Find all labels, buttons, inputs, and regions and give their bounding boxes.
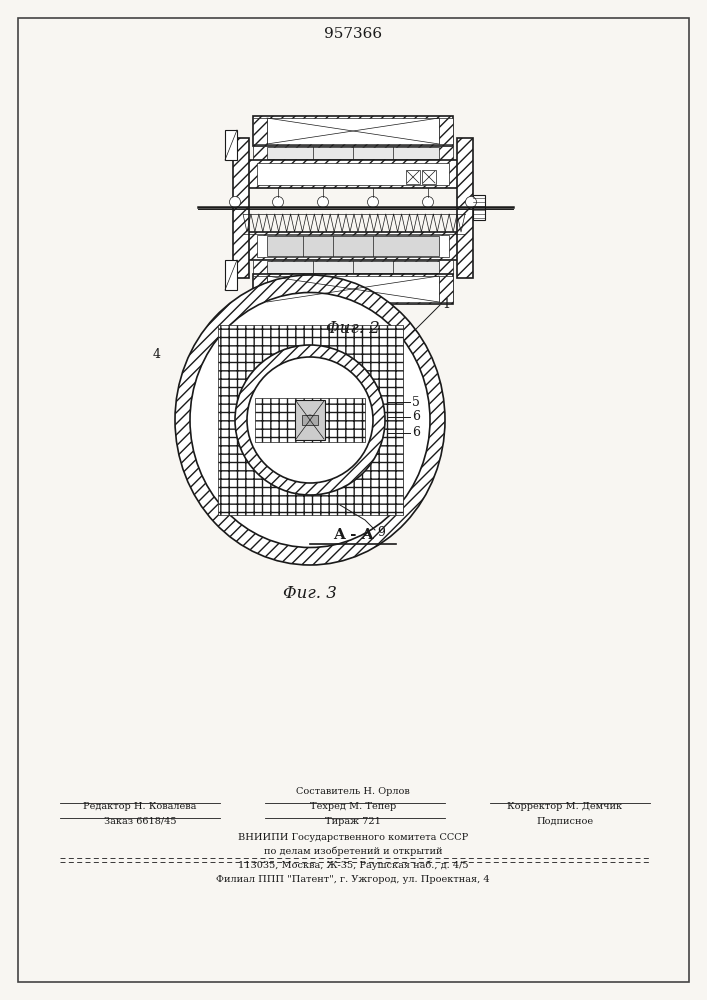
Bar [245, 232, 461, 260]
Circle shape [317, 196, 329, 208]
Text: ВНИИПИ Государственного комитета СССР: ВНИИПИ Государственного комитета СССР [238, 833, 468, 842]
Bar [253, 118, 267, 144]
Circle shape [247, 357, 373, 483]
Bar [267, 261, 439, 273]
Ellipse shape [175, 275, 445, 565]
Bar [267, 276, 439, 302]
Text: Φиг. 3: Φиг. 3 [283, 585, 337, 602]
Text: 6: 6 [412, 410, 420, 424]
Text: 1: 1 [442, 298, 450, 312]
Ellipse shape [252, 395, 312, 445]
Text: Составитель Н. Орлов: Составитель Н. Орлов [296, 787, 410, 796]
Ellipse shape [190, 292, 430, 548]
Text: Филиал ППП "Патент", г. Ужгород, ул. Проектная, 4: Филиал ППП "Патент", г. Ужгород, ул. Про… [216, 875, 490, 884]
Bar [439, 118, 453, 144]
Bar [422, 170, 436, 184]
Bar [218, 325, 403, 515]
Text: Заказ 6618/45: Заказ 6618/45 [104, 817, 176, 826]
Bar [295, 400, 325, 440]
Bar [267, 147, 439, 159]
Bar [225, 130, 237, 160]
Text: Техред М. Тепер: Техред М. Тепер [310, 802, 396, 811]
Circle shape [235, 345, 385, 495]
Text: 9: 9 [377, 526, 385, 540]
Bar [473, 195, 485, 220]
Bar [255, 398, 365, 442]
Bar [406, 170, 420, 184]
Circle shape [465, 196, 477, 208]
Text: 113035, Москва, Ж-35, Раушская наб., д. 4/5: 113035, Москва, Ж-35, Раушская наб., д. … [238, 861, 468, 870]
Text: Корректор М. Демчик: Корректор М. Демчик [508, 802, 623, 811]
Circle shape [423, 196, 433, 208]
Text: 957366: 957366 [324, 27, 382, 41]
Circle shape [305, 415, 315, 425]
Bar [302, 415, 318, 425]
Circle shape [368, 196, 378, 208]
Text: 4: 4 [153, 349, 161, 361]
Bar [257, 163, 449, 185]
Text: A - A: A - A [333, 528, 373, 542]
Bar [253, 146, 453, 160]
Text: 5: 5 [412, 395, 420, 408]
Bar [245, 160, 461, 188]
Text: Редактор Н. Ковалева: Редактор Н. Ковалева [83, 802, 197, 811]
Bar [253, 260, 453, 274]
Bar [233, 138, 249, 278]
Ellipse shape [308, 395, 368, 445]
Text: по делам изобретений и открытий: по делам изобретений и открытий [264, 847, 443, 856]
Bar [267, 118, 439, 144]
Bar [253, 274, 453, 304]
Bar [457, 138, 473, 278]
Circle shape [272, 196, 284, 208]
Bar [225, 260, 237, 290]
Text: 6: 6 [412, 426, 420, 440]
Bar [439, 276, 453, 302]
Text: Тираж 721: Тираж 721 [325, 817, 381, 826]
Text: Φиг. 2: Φиг. 2 [326, 320, 380, 337]
Bar [257, 235, 449, 257]
Bar [253, 116, 453, 146]
Circle shape [230, 196, 240, 208]
Bar [253, 276, 267, 302]
Text: Подписное: Подписное [537, 817, 594, 826]
Bar [267, 236, 439, 256]
